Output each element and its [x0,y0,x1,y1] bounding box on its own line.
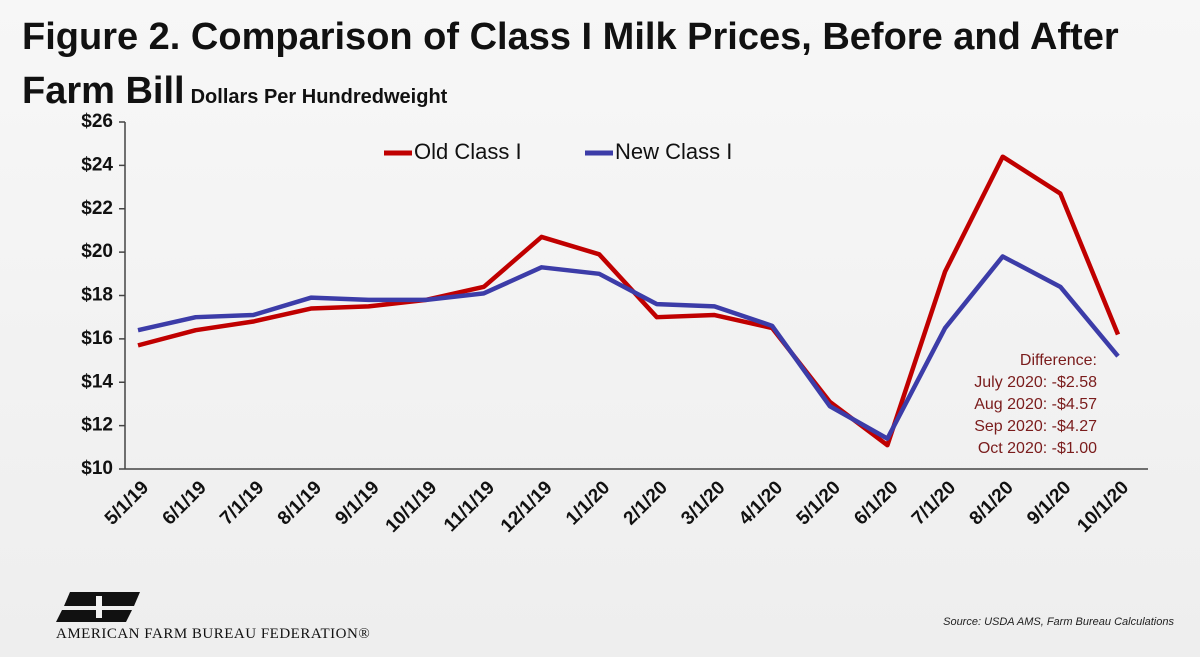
x-tick-label: 8/1/19 [274,477,326,529]
x-tick-label: 5/1/19 [101,477,153,529]
annotation: Aug 2020: -$4.57 [974,396,1097,413]
x-tick-label: 8/1/20 [966,477,1018,529]
x-tick-label: 11/1/19 [440,477,499,536]
x-tick-label: 9/1/19 [331,477,383,529]
annotation: Oct 2020: -$1.00 [978,440,1097,457]
x-tick-label: 3/1/20 [677,477,729,529]
y-tick-label: $12 [81,415,113,436]
x-tick-label: 6/1/20 [850,477,902,529]
annotation: July 2020: -$2.58 [974,374,1097,391]
x-tick-label: 10/1/20 [1073,477,1133,537]
x-tick-label: 10/1/19 [382,477,442,537]
y-tick-label: $10 [81,458,113,479]
organization-name: AMERICAN FARM BUREAU FEDERATION® [56,626,371,642]
y-tick-label: $16 [81,328,113,349]
x-tick-label: 4/1/20 [735,477,787,529]
chart-title: Figure 2. Comparison of Class I Milk Pri… [22,16,1119,112]
x-tick-label: 9/1/20 [1023,477,1075,529]
legend-label: Old Class I [414,139,522,164]
y-tick-label: $20 [81,241,113,262]
x-tick-label: 1/1/20 [562,477,614,529]
annotation: Difference: [1020,352,1097,369]
x-tick-label: 12/1/19 [497,477,557,537]
annotation: Sep 2020: -$4.27 [974,418,1097,435]
data-line [137,154,1121,448]
source-note: Source: USDA AMS, Farm Bureau Calculatio… [943,616,1174,628]
y-tick-label: $14 [81,371,113,392]
y-tick-label: $18 [81,285,113,306]
legend-label: New Class I [615,139,732,164]
data-line [137,254,1120,441]
y-tick-label: $26 [81,111,113,132]
chart-subtitle: Dollars Per Hundredweight [190,86,448,108]
title-block: Figure 2. Comparison of Class I Milk Pri… [22,14,1172,122]
logo [56,592,140,622]
x-tick-label: 5/1/20 [793,477,845,529]
y-tick-label: $24 [81,154,113,175]
y-tick-label: $22 [81,198,113,219]
x-tick-label: 2/1/20 [620,477,672,529]
x-tick-label: 7/1/19 [216,477,268,529]
x-tick-label: 6/1/19 [159,477,211,529]
x-tick-label: 7/1/20 [908,477,960,529]
